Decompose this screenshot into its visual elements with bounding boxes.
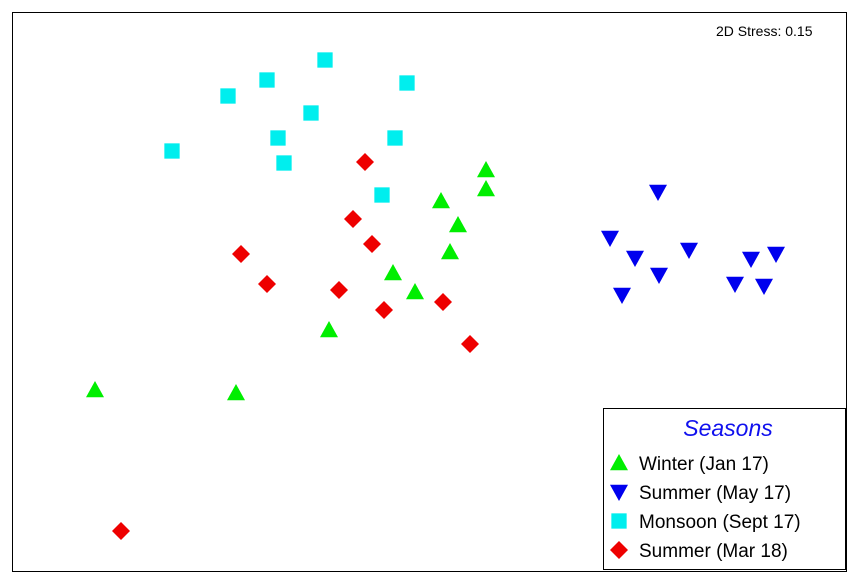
point-summer-may-17	[726, 276, 744, 293]
point-summer-mar-18	[434, 293, 452, 311]
point-summer-may-17	[767, 246, 785, 263]
point-monsoon-sept-17	[164, 143, 180, 159]
point-summer-may-17	[742, 251, 760, 268]
point-summer-mar-18	[330, 281, 348, 299]
point-monsoon-sept-17	[220, 88, 236, 104]
point-summer-may-17	[613, 287, 631, 304]
point-winter-jan-17	[227, 384, 245, 401]
point-summer-may-17	[650, 267, 668, 284]
point-monsoon-sept-17	[276, 155, 292, 171]
stress-label: 2D Stress: 0.15	[716, 23, 813, 39]
legend: Seasons Winter (Jan 17) Summer (May 17) Mo…	[603, 408, 846, 570]
point-winter-jan-17	[86, 381, 104, 398]
point-monsoon-sept-17	[399, 75, 415, 91]
legend-marker-winter-jan-17	[610, 454, 628, 471]
point-winter-jan-17	[432, 192, 450, 209]
legend-marker-summer-may-17	[610, 484, 628, 501]
point-summer-may-17	[601, 230, 619, 247]
point-summer-may-17	[680, 242, 698, 259]
point-winter-jan-17	[449, 216, 467, 233]
point-summer-mar-18	[232, 245, 250, 263]
point-summer-may-17	[755, 278, 773, 295]
point-summer-mar-18	[356, 153, 374, 171]
legend-label-winter-jan-17: Winter (Jan 17)	[639, 454, 769, 475]
legend-box	[603, 408, 846, 570]
legend-label-monsoon-sept-17: Monsoon (Sept 17)	[639, 512, 801, 533]
point-winter-jan-17	[320, 321, 338, 338]
legend-items: Winter (Jan 17) Summer (May 17) Monsoon (S…	[610, 454, 801, 562]
point-winter-jan-17	[441, 243, 459, 260]
point-summer-mar-18	[344, 210, 362, 228]
scatter-points	[86, 52, 785, 540]
legend-marker-monsoon-sept-17	[611, 513, 627, 529]
point-summer-mar-18	[112, 522, 130, 540]
legend-marker-summer-mar-18	[610, 541, 628, 559]
point-winter-jan-17	[477, 161, 495, 178]
point-summer-mar-18	[375, 301, 393, 319]
legend-label-summer-mar-18: Summer (Mar 18)	[639, 541, 788, 562]
point-monsoon-sept-17	[374, 187, 390, 203]
point-monsoon-sept-17	[317, 52, 333, 68]
point-monsoon-sept-17	[270, 130, 286, 146]
legend-label-summer-may-17: Summer (May 17)	[639, 483, 791, 504]
legend-title: Seasons	[683, 415, 773, 441]
point-monsoon-sept-17	[259, 72, 275, 88]
point-summer-mar-18	[258, 275, 276, 293]
point-summer-may-17	[649, 184, 667, 201]
point-winter-jan-17	[384, 264, 402, 281]
point-winter-jan-17	[406, 283, 424, 300]
point-winter-jan-17	[477, 180, 495, 197]
point-summer-may-17	[626, 250, 644, 267]
point-summer-mar-18	[363, 235, 381, 253]
point-monsoon-sept-17	[387, 130, 403, 146]
point-monsoon-sept-17	[303, 105, 319, 121]
point-summer-mar-18	[461, 335, 479, 353]
